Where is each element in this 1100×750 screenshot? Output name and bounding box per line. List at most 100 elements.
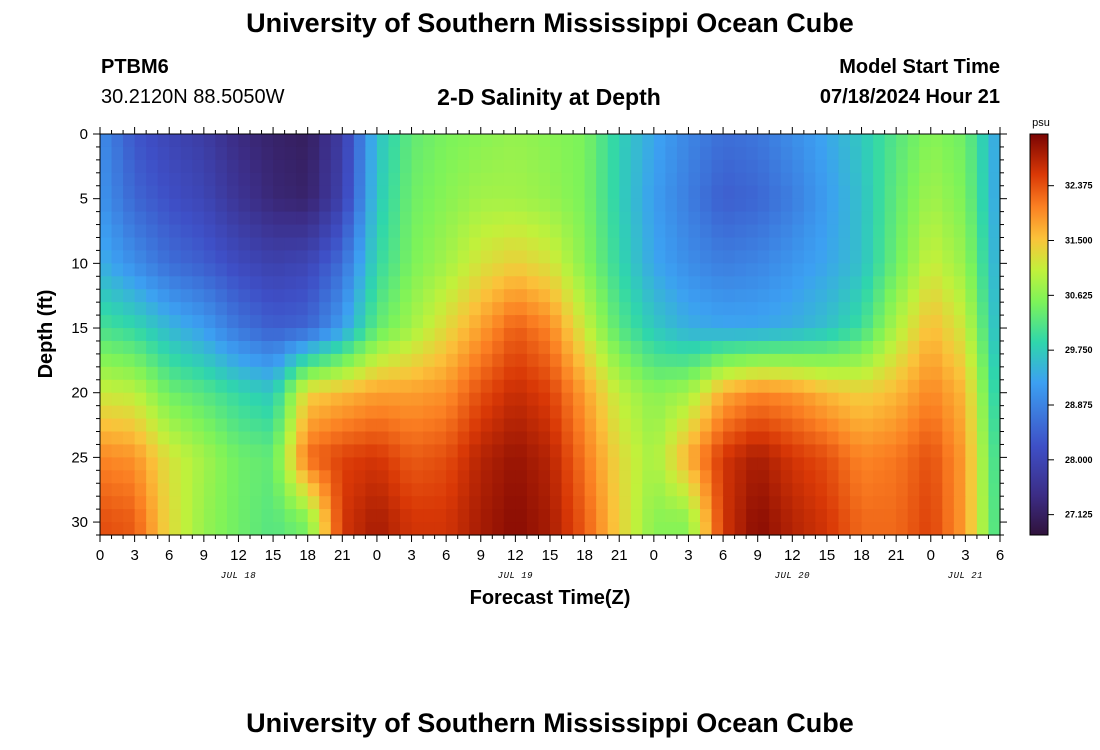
- heatmap-cell: [538, 172, 551, 187]
- heatmap-cell: [723, 172, 736, 187]
- heatmap-cell: [226, 250, 240, 264]
- heatmap-cell: [896, 185, 909, 200]
- heatmap-cell: [123, 366, 136, 381]
- heatmap-cell: [884, 470, 897, 484]
- heatmap-cell: [573, 276, 586, 290]
- heatmap-cell: [861, 353, 874, 368]
- heatmap-cell: [423, 444, 436, 458]
- heatmap-cell: [330, 483, 343, 497]
- heatmap-cell: [376, 224, 390, 239]
- heatmap-cell: [965, 237, 978, 252]
- heatmap-cell: [273, 302, 286, 316]
- heatmap-cell: [711, 328, 724, 342]
- heatmap-cell: [861, 289, 874, 303]
- heatmap-cell: [273, 328, 286, 342]
- heatmap-cell: [123, 418, 136, 433]
- heatmap-cell: [676, 263, 690, 277]
- heatmap-cell: [642, 263, 655, 277]
- heatmap-cell: [953, 237, 966, 252]
- heatmap-cell: [226, 172, 240, 187]
- heatmap-cell: [526, 470, 540, 484]
- heatmap-cell: [446, 328, 459, 342]
- heatmap-cell: [826, 328, 840, 342]
- heatmap-cell: [400, 470, 413, 484]
- heatmap-cell: [769, 276, 782, 290]
- heatmap-cell: [515, 315, 528, 329]
- heatmap-cell: [169, 470, 182, 484]
- heatmap-cell: [550, 340, 563, 355]
- heatmap-cell: [261, 470, 274, 484]
- heatmap-cell: [307, 224, 320, 239]
- heatmap-cell: [526, 211, 540, 226]
- heatmap-cell: [526, 366, 540, 381]
- heatmap-cell: [584, 237, 597, 252]
- heatmap-cell: [307, 250, 320, 264]
- heatmap-cell: [342, 211, 355, 226]
- heatmap-cell: [100, 418, 113, 433]
- heatmap-cell: [400, 289, 413, 303]
- heatmap-cell: [503, 224, 516, 239]
- heatmap-cell: [919, 237, 932, 252]
- heatmap-cell: [723, 340, 736, 355]
- heatmap-cell: [607, 328, 620, 342]
- heatmap-cell: [192, 431, 205, 446]
- heatmap-cell: [850, 276, 863, 290]
- heatmap-cell: [584, 392, 597, 407]
- heatmap-cell: [896, 405, 909, 420]
- heatmap-cell: [884, 237, 897, 252]
- heatmap-cell: [273, 483, 286, 497]
- heatmap-cell: [711, 457, 724, 471]
- heatmap-cell: [157, 159, 170, 174]
- heatmap-cell: [815, 366, 828, 381]
- heatmap-cell: [273, 353, 286, 368]
- heatmap-cell: [584, 146, 597, 161]
- heatmap-cell: [746, 496, 759, 510]
- heatmap-cell: [619, 276, 632, 290]
- heatmap-cell: [826, 405, 840, 420]
- heatmap-cell: [896, 509, 909, 523]
- heatmap-cell: [503, 159, 516, 174]
- heatmap-cell: [803, 263, 816, 277]
- heatmap-cell: [976, 237, 990, 252]
- heatmap-cell: [284, 405, 297, 420]
- heatmap-cell: [100, 366, 113, 381]
- heatmap-cell: [203, 353, 216, 368]
- heatmap-cell: [157, 276, 170, 290]
- heatmap-cell: [676, 457, 690, 471]
- heatmap-cell: [630, 418, 643, 433]
- heatmap-cell: [723, 470, 736, 484]
- heatmap-cell: [146, 185, 159, 200]
- heatmap-cell: [988, 134, 1001, 148]
- heatmap-cell: [365, 237, 378, 252]
- heatmap-cell: [919, 302, 932, 316]
- heatmap-cell: [976, 418, 990, 433]
- heatmap-cell: [434, 483, 447, 497]
- heatmap-cell: [319, 250, 332, 264]
- heatmap-cell: [642, 470, 655, 484]
- heatmap-cell: [273, 315, 286, 329]
- heatmap-cell: [942, 328, 955, 342]
- heatmap-cell: [676, 522, 690, 536]
- heatmap-cell: [550, 457, 563, 471]
- heatmap-cell: [203, 392, 216, 407]
- heatmap-cell: [584, 172, 597, 187]
- heatmap-cell: [123, 379, 136, 394]
- heatmap-cell: [365, 172, 378, 187]
- heatmap-cell: [711, 392, 724, 407]
- heatmap-cell: [480, 522, 493, 536]
- heatmap-cell: [480, 431, 493, 446]
- heatmap-cell: [284, 496, 297, 510]
- heatmap-cell: [388, 340, 401, 355]
- heatmap-cell: [573, 250, 586, 264]
- heatmap-cell: [734, 198, 747, 213]
- heatmap-cell: [134, 185, 147, 200]
- heatmap-cell: [134, 366, 147, 381]
- heatmap-cell: [653, 340, 666, 355]
- heatmap-cell: [826, 224, 840, 239]
- heatmap-cell: [630, 366, 643, 381]
- heatmap-cell: [780, 457, 793, 471]
- heatmap-cell: [596, 134, 609, 148]
- heatmap-cell: [665, 185, 678, 200]
- heatmap-cell: [919, 431, 932, 446]
- heatmap-cell: [203, 198, 216, 213]
